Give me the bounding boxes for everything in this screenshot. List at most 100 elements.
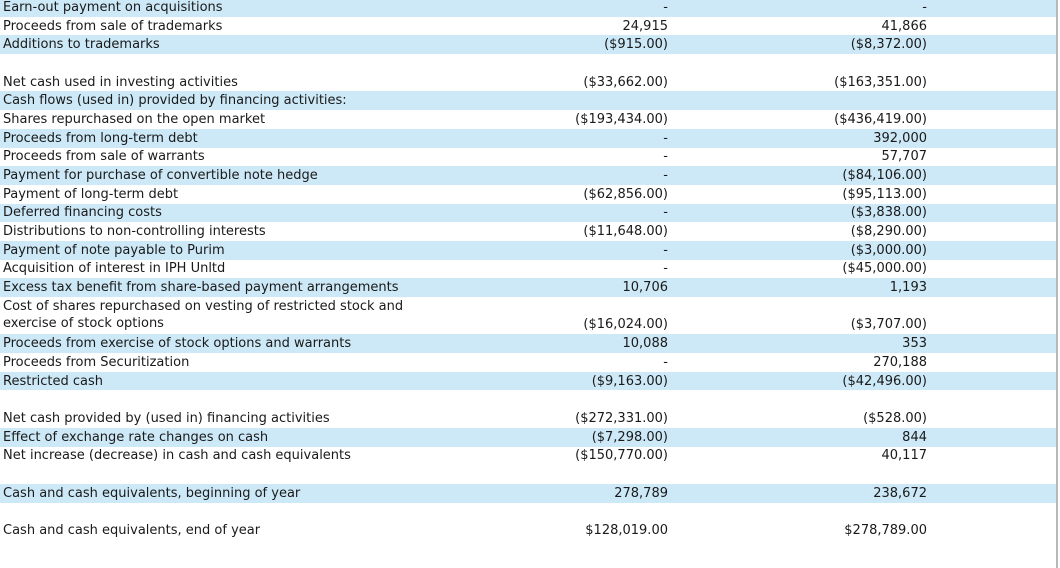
cell: ($84,106.00) (842, 168, 927, 184)
row-label: Additions to trademarks (3, 37, 160, 53)
cell: 392,000 (873, 130, 927, 146)
cell: ($8,290.00) (850, 224, 927, 240)
label-line: exercise of stock options (3, 316, 164, 332)
cell: ($528.00) (863, 410, 927, 426)
table-row: Payment of long-term debt ($62,856.00) ($9… (0, 185, 1056, 204)
table-row: Cash and cash equivalents, beginning of … (0, 483, 1056, 503)
row-label: Proceeds from Securitization (3, 354, 190, 370)
table-row: Net cash provided by (used in) financing… (0, 409, 1056, 428)
cell: - (922, 0, 927, 15)
spacer-row (0, 503, 1056, 522)
table-row: Shares repurchased on the open market ($1… (0, 110, 1056, 129)
row-label: Payment of note payable to Purim (3, 242, 225, 258)
label-line: Cost of shares repurchased on vesting of… (3, 299, 404, 315)
cell: $128,019.00 (585, 523, 668, 539)
cell: - (663, 149, 668, 165)
table-row: Additions to trademarks ($915.00) ($8,372.… (0, 35, 1056, 55)
cell: - (663, 261, 668, 277)
row-label: Distributions to non-controlling interes… (3, 224, 266, 240)
cell: ($9,163.00) (591, 373, 668, 389)
row-label: Net cash used in investing activities (3, 74, 238, 90)
row-label: Deferred financing costs (3, 205, 162, 221)
cell: ($163,351.00) (834, 74, 927, 90)
row-label: Payment of long-term debt (3, 186, 179, 202)
cell: ($62,856.00) (583, 186, 668, 202)
cell: - (663, 168, 668, 184)
table-row: Acquisition of interest in IPH Unltd - ($4… (0, 260, 1056, 279)
cell: 57,707 (881, 149, 928, 165)
cell: - (663, 354, 668, 370)
cell: ($11,648.00) (583, 224, 668, 240)
row-label: Restricted cash (3, 373, 104, 389)
cell: ($95,113.00) (842, 186, 927, 202)
table-row: Proceeds from exercise of stock options … (0, 334, 1056, 354)
cash-flow-table: Earn-out payment on acquisitions - - Proce… (0, 0, 1056, 540)
cell: ($193,434.00) (575, 111, 668, 127)
table-row: Payment for purchase of convertible note… (0, 166, 1056, 185)
row-label: Proceeds from long-term debt (3, 130, 198, 146)
cell: 278,789 (614, 485, 668, 501)
cell: - (663, 242, 668, 258)
row-label: Cost of shares repurchased on vesting of… (0, 298, 440, 332)
table-row: Proceeds from Securitization - 270,188 (0, 353, 1056, 372)
cell: 40,117 (881, 448, 928, 464)
cell: 238,672 (873, 485, 927, 501)
cell: ($3,838.00) (850, 205, 927, 221)
cell: $278,789.00 (844, 523, 927, 539)
cell: 10,088 (622, 336, 669, 352)
row-label: Proceeds from sale of trademarks (3, 18, 223, 34)
cell: - (663, 130, 668, 146)
scrollbar-edge (1056, 0, 1058, 568)
cell: ($150,770.00) (575, 448, 668, 464)
cell: ($272,331.00) (575, 410, 668, 426)
table-row: Proceeds from sale of warrants - 57,707 (0, 148, 1056, 167)
row-label: Payment for purchase of convertible note… (3, 168, 318, 184)
table-row: Excess tax benefit from share-based paym… (0, 278, 1056, 297)
row-label: Cash and cash equivalents, beginning of … (3, 485, 301, 501)
cell: - (663, 205, 668, 221)
table-row: Effect of exchange rate changes on cash (… (0, 427, 1056, 447)
row-label: Earn-out payment on acquisitions (3, 0, 223, 15)
cell: ($3,707.00) (850, 317, 927, 333)
row-label: Net cash provided by (used in) financing… (3, 410, 330, 426)
table-row: Cash flows (used in) provided by financi… (0, 91, 1056, 111)
row-label: Effect of exchange rate changes on cash (3, 429, 269, 445)
table-row: Deferred financing costs - ($3,838.00) (0, 203, 1056, 223)
table-row: Net increase (decrease) in cash and cash… (0, 447, 1056, 466)
cell: 844 (902, 429, 927, 445)
row-label: Shares repurchased on the open market (3, 111, 266, 127)
cell: ($16,024.00) (583, 317, 668, 333)
cell: 10,706 (622, 280, 669, 296)
row-label: Excess tax benefit from share-based paym… (3, 280, 399, 296)
table-row: Earn-out payment on acquisitions - - (0, 0, 1056, 17)
row-label: Proceeds from exercise of stock options … (3, 336, 352, 352)
row-label: Acquisition of interest in IPH Unltd (3, 261, 226, 277)
row-label: Proceeds from sale of warrants (3, 149, 205, 165)
row-label: Net increase (decrease) in cash and cash… (3, 448, 351, 464)
cell: 353 (902, 336, 927, 352)
cell: ($7,298.00) (591, 429, 668, 445)
table-row: Cash and cash equivalents, end of year $1… (0, 521, 1056, 540)
cell: ($42,496.00) (842, 373, 927, 389)
table-row: Proceeds from long-term debt - 392,000 (0, 128, 1056, 148)
cell: 41,866 (881, 18, 928, 34)
row-label: Cash and cash equivalents, end of year (3, 523, 261, 539)
spacer-row (0, 465, 1056, 484)
section-label: Cash flows (used in) provided by financi… (3, 93, 347, 109)
cell: ($33,662.00) (583, 74, 668, 90)
cell: ($8,372.00) (850, 37, 927, 53)
table-row: Restricted cash ($9,163.00) ($42,496.00) (0, 371, 1056, 391)
cell: 270,188 (873, 354, 927, 370)
spacer-row (0, 54, 1056, 73)
cell: 24,915 (622, 18, 669, 34)
cell: ($3,000.00) (850, 242, 927, 258)
cell: ($45,000.00) (842, 261, 927, 277)
cell: ($436,419.00) (834, 111, 927, 127)
table-row: Proceeds from sale of trademarks 24,915 41… (0, 17, 1056, 36)
table-row: Payment of note payable to Purim - ($3,000… (0, 240, 1056, 260)
table-row: Cost of shares repurchased on vesting of… (0, 297, 1056, 334)
cell: 1,193 (889, 280, 927, 296)
table-row: Net cash used in investing activities ($3… (0, 73, 1056, 92)
table-row: Distributions to non-controlling interes… (0, 222, 1056, 241)
